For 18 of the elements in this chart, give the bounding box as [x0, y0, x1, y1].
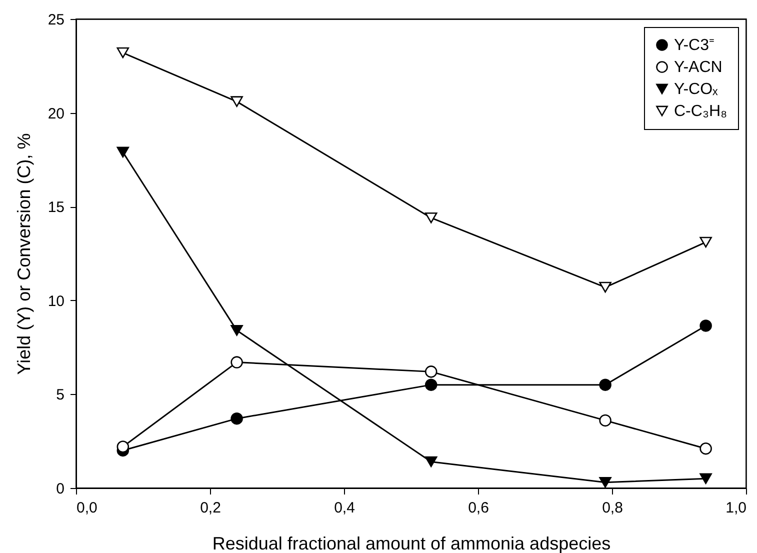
legend-label: C-C₃H₈ [674, 103, 728, 120]
y-tick-label: 5 [56, 386, 64, 404]
x-tick-label: 0,0 [76, 500, 98, 516]
y-tick-label: 15 [48, 199, 64, 216]
y-axis-title: Yield (Y) or Conversion (C), % [14, 133, 34, 375]
x-tick-label: 0,6 [468, 500, 489, 516]
y-tick-label: 0 [56, 480, 64, 498]
legend-label: Y-ACN [674, 59, 722, 76]
x-tick-label: 1,0 [726, 500, 746, 516]
y-tick-label: 25 [48, 12, 64, 28]
y-tick-label: 20 [48, 105, 64, 122]
x-tick-label: 0,2 [200, 500, 221, 516]
y-tick-label: 10 [48, 292, 64, 310]
legend-label: Y-COₓ [674, 81, 719, 98]
x-tick-label: 0,4 [334, 500, 355, 516]
x-axis-title: Residual fractional amount of ammonia adspecies [212, 534, 611, 553]
legend-label: Y-C3⁼ [674, 37, 714, 54]
x-tick-label: 0,8 [602, 500, 623, 516]
